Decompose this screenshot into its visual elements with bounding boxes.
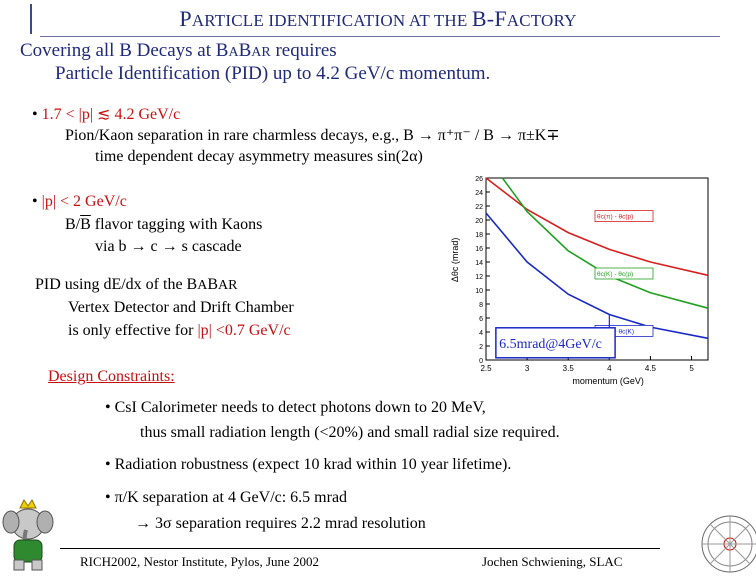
annotation-box bbox=[495, 327, 616, 359]
design-item-1: • CsI Calorimeter needs to detect photon… bbox=[105, 399, 486, 416]
y-axis-label: Δθc (mrad) bbox=[450, 238, 460, 283]
bullet-2-line-2: via b → c → s cascade bbox=[95, 238, 242, 255]
title-accent-line bbox=[30, 4, 32, 34]
legend-box bbox=[594, 210, 654, 222]
series-line bbox=[485, 177, 709, 277]
y-tick-label: 14 bbox=[475, 260, 483, 267]
y-tick-label: 16 bbox=[475, 246, 483, 253]
babar-elephant-logo bbox=[2, 499, 54, 571]
bullet-1-line-1: Pion/Kaon separation in rare charmless d… bbox=[65, 127, 560, 144]
series-line bbox=[485, 212, 709, 340]
subtitle-line-2: Particle Identification (PID) up to 4.2 … bbox=[55, 63, 491, 84]
design-item-1-cont: thus small radiation length (<20%) and s… bbox=[140, 424, 560, 441]
chart-labels: momentum (GeV) Δθc (mrad) 6.5mrad@4GeV/c bbox=[450, 238, 644, 386]
bullet-2-line-1: B/B flavor tagging with Kaons bbox=[65, 216, 263, 233]
footer-rule bbox=[60, 548, 660, 549]
footer-right: Jochen Schwiening, SLAC bbox=[482, 554, 623, 569]
y-tick-label: 6 bbox=[479, 316, 483, 323]
y-tick-label: 24 bbox=[475, 190, 483, 197]
footer-left: RICH2002, Nestor Institute, Pylos, June … bbox=[80, 554, 320, 569]
legend-box bbox=[594, 267, 654, 280]
y-tick-label: 22 bbox=[475, 204, 483, 211]
pid-line-3: is only effective for |p| <0.7 GeV/c bbox=[68, 322, 291, 339]
legend-label: θc(K) - θc(p) bbox=[597, 271, 633, 278]
x-tick-label: 3.5 bbox=[563, 364, 575, 373]
slide-title: PARTICLE IDENTIFICATION AT THE B-FACTORY bbox=[179, 6, 577, 31]
bullet-1-range: • 1.7 < |p| ≲ 4.2 GeV/c bbox=[32, 106, 181, 123]
x-tick-label: 2.5 bbox=[480, 364, 492, 373]
design-item-2: • Radiation robustness (expect 10 krad w… bbox=[105, 456, 512, 473]
y-tick-label: 26 bbox=[475, 176, 483, 183]
title-rule bbox=[40, 36, 720, 37]
y-tick-label: 20 bbox=[475, 218, 483, 225]
detector-wheel-logo bbox=[701, 515, 756, 573]
y-tick-label: 8 bbox=[479, 302, 483, 309]
y-tick-label: 4 bbox=[479, 330, 483, 337]
legend-label: θc(π) - θc(p) bbox=[597, 214, 633, 221]
y-tick-label: 18 bbox=[475, 232, 483, 239]
y-tick-label: 2 bbox=[479, 344, 483, 351]
x-tick-label: 3 bbox=[525, 364, 530, 373]
design-item-3: • π/K separation at 4 GeV/c: 6.5 mrad bbox=[105, 489, 348, 506]
x-tick-label: 4 bbox=[607, 364, 612, 373]
annotation-text: 6.5mrad@4GeV/c bbox=[499, 337, 602, 352]
bullet-2-range: • |p| < 2 GeV/c bbox=[32, 193, 127, 210]
y-tick-label: 12 bbox=[475, 274, 483, 281]
y-tick-label: 10 bbox=[475, 288, 483, 295]
pid-line-1: PID using dE/dx of the BABAR bbox=[35, 276, 238, 293]
x-tick-label: 4.5 bbox=[645, 364, 657, 373]
bullet-1-line-2: time dependent decay asymmetry measures … bbox=[95, 148, 423, 165]
series-line bbox=[501, 177, 709, 309]
design-constraints-heading: Design Constraints: bbox=[48, 368, 175, 385]
design-item-3-cont: → 3σ separation requires 2.2 mrad resolu… bbox=[135, 515, 426, 532]
x-tick-label: 5 bbox=[689, 364, 694, 373]
x-axis-label: momentum (GeV) bbox=[572, 376, 644, 386]
pid-line-2: Vertex Detector and Drift Chamber bbox=[68, 299, 294, 316]
subtitle-line-1: Covering all B Decays at BABAR requires bbox=[20, 40, 337, 61]
y-tick-label: 0 bbox=[479, 358, 483, 365]
